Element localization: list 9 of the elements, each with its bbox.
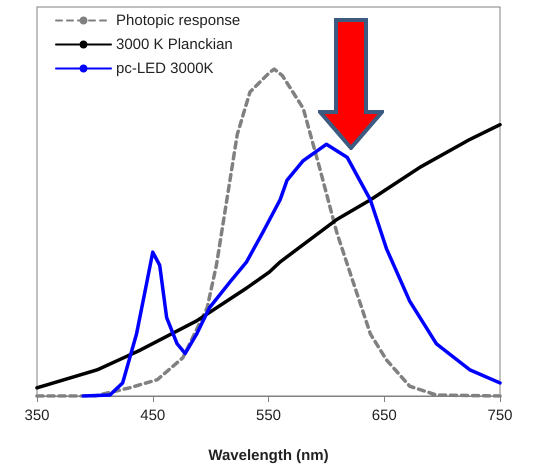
x-tick-label: 650 bbox=[372, 407, 397, 424]
x-tick-label: 450 bbox=[140, 407, 166, 424]
legend-label: pc-LED 3000K bbox=[116, 60, 214, 77]
legend-label: Photopic response bbox=[116, 12, 240, 29]
x-tick-label: 750 bbox=[487, 407, 513, 424]
x-axis-title: Wavelength (nm) bbox=[208, 447, 329, 464]
x-tick-label: 550 bbox=[256, 407, 282, 424]
x-tick-label: 350 bbox=[24, 407, 50, 424]
legend-label: 3000 K Planckian bbox=[116, 36, 233, 53]
